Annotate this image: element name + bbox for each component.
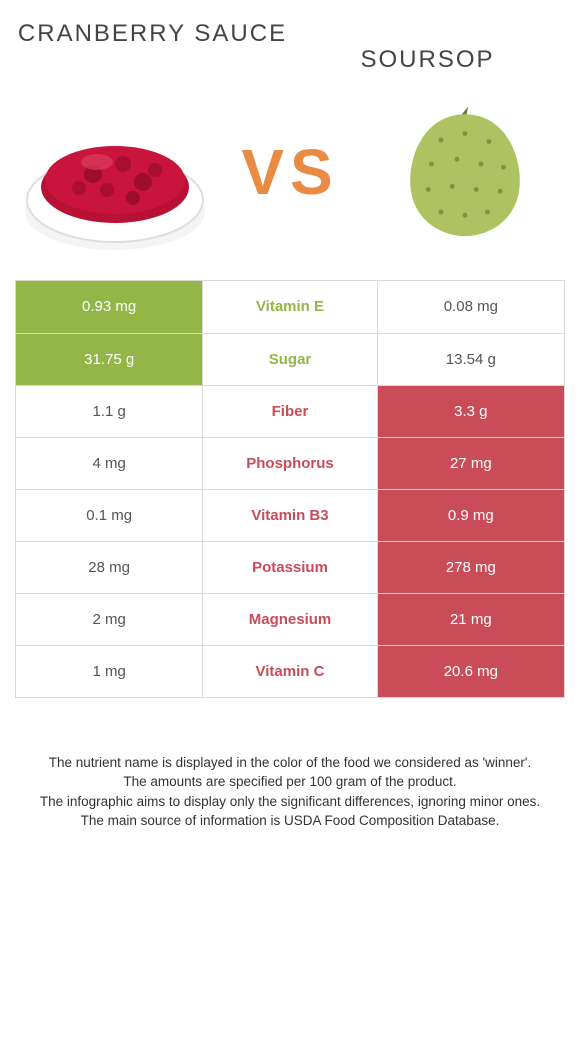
left-value: 1 mg [16,646,202,697]
nutrient-name: Sugar [202,334,377,385]
table-row: 2 mgMagnesium21 mg [16,593,564,645]
right-value: 3.3 g [378,386,564,437]
right-value: 13.54 g [378,334,564,385]
left-value: 2 mg [16,594,202,645]
left-value: 1.1 g [16,386,202,437]
nutrient-name: Fiber [202,386,377,437]
left-value: 0.1 mg [16,490,202,541]
table-row: 28 mgPotassium278 mg [16,541,564,593]
left-value: 4 mg [16,438,202,489]
note-line: The nutrient name is displayed in the co… [21,753,559,773]
right-title-col: SOURSOP [290,20,565,74]
nutrient-name: Vitamin E [202,281,377,333]
left-title-col: CRANBERRY SAUCE [15,20,290,48]
vs-label: VS [241,135,338,209]
right-value: 21 mg [378,594,564,645]
nutrient-name: Vitamin B3 [202,490,377,541]
note-line: The main source of information is USDA F… [21,811,559,831]
table-row: 1 mgVitamin C20.6 mg [16,645,564,697]
nutrient-name: Magnesium [202,594,377,645]
left-food-title: CRANBERRY SAUCE [15,20,290,48]
left-value: 0.93 mg [16,281,202,333]
left-food-image [15,82,215,262]
left-value: 31.75 g [16,334,202,385]
table-row: 0.93 mgVitamin E0.08 mg [16,281,564,333]
nutrient-name: Potassium [202,542,377,593]
right-value: 27 mg [378,438,564,489]
table-row: 1.1 gFiber3.3 g [16,385,564,437]
note-line: The infographic aims to display only the… [21,792,559,812]
table-row: 31.75 gSugar13.54 g [16,333,564,385]
nutrient-name: Phosphorus [202,438,377,489]
notes: The nutrient name is displayed in the co… [15,753,565,831]
header: CRANBERRY SAUCE SOURSOP [15,20,565,74]
right-value: 20.6 mg [378,646,564,697]
right-value: 0.08 mg [378,281,564,333]
right-value: 278 mg [378,542,564,593]
right-food-title: SOURSOP [290,46,565,74]
right-value: 0.9 mg [378,490,564,541]
right-food-image [365,82,565,262]
table-row: 4 mgPhosphorus27 mg [16,437,564,489]
nutrient-table: 0.93 mgVitamin E0.08 mg31.75 gSugar13.54… [15,280,565,698]
nutrient-name: Vitamin C [202,646,377,697]
images-row: VS [15,82,565,262]
table-row: 0.1 mgVitamin B30.9 mg [16,489,564,541]
note-line: The amounts are specified per 100 gram o… [21,772,559,792]
left-value: 28 mg [16,542,202,593]
